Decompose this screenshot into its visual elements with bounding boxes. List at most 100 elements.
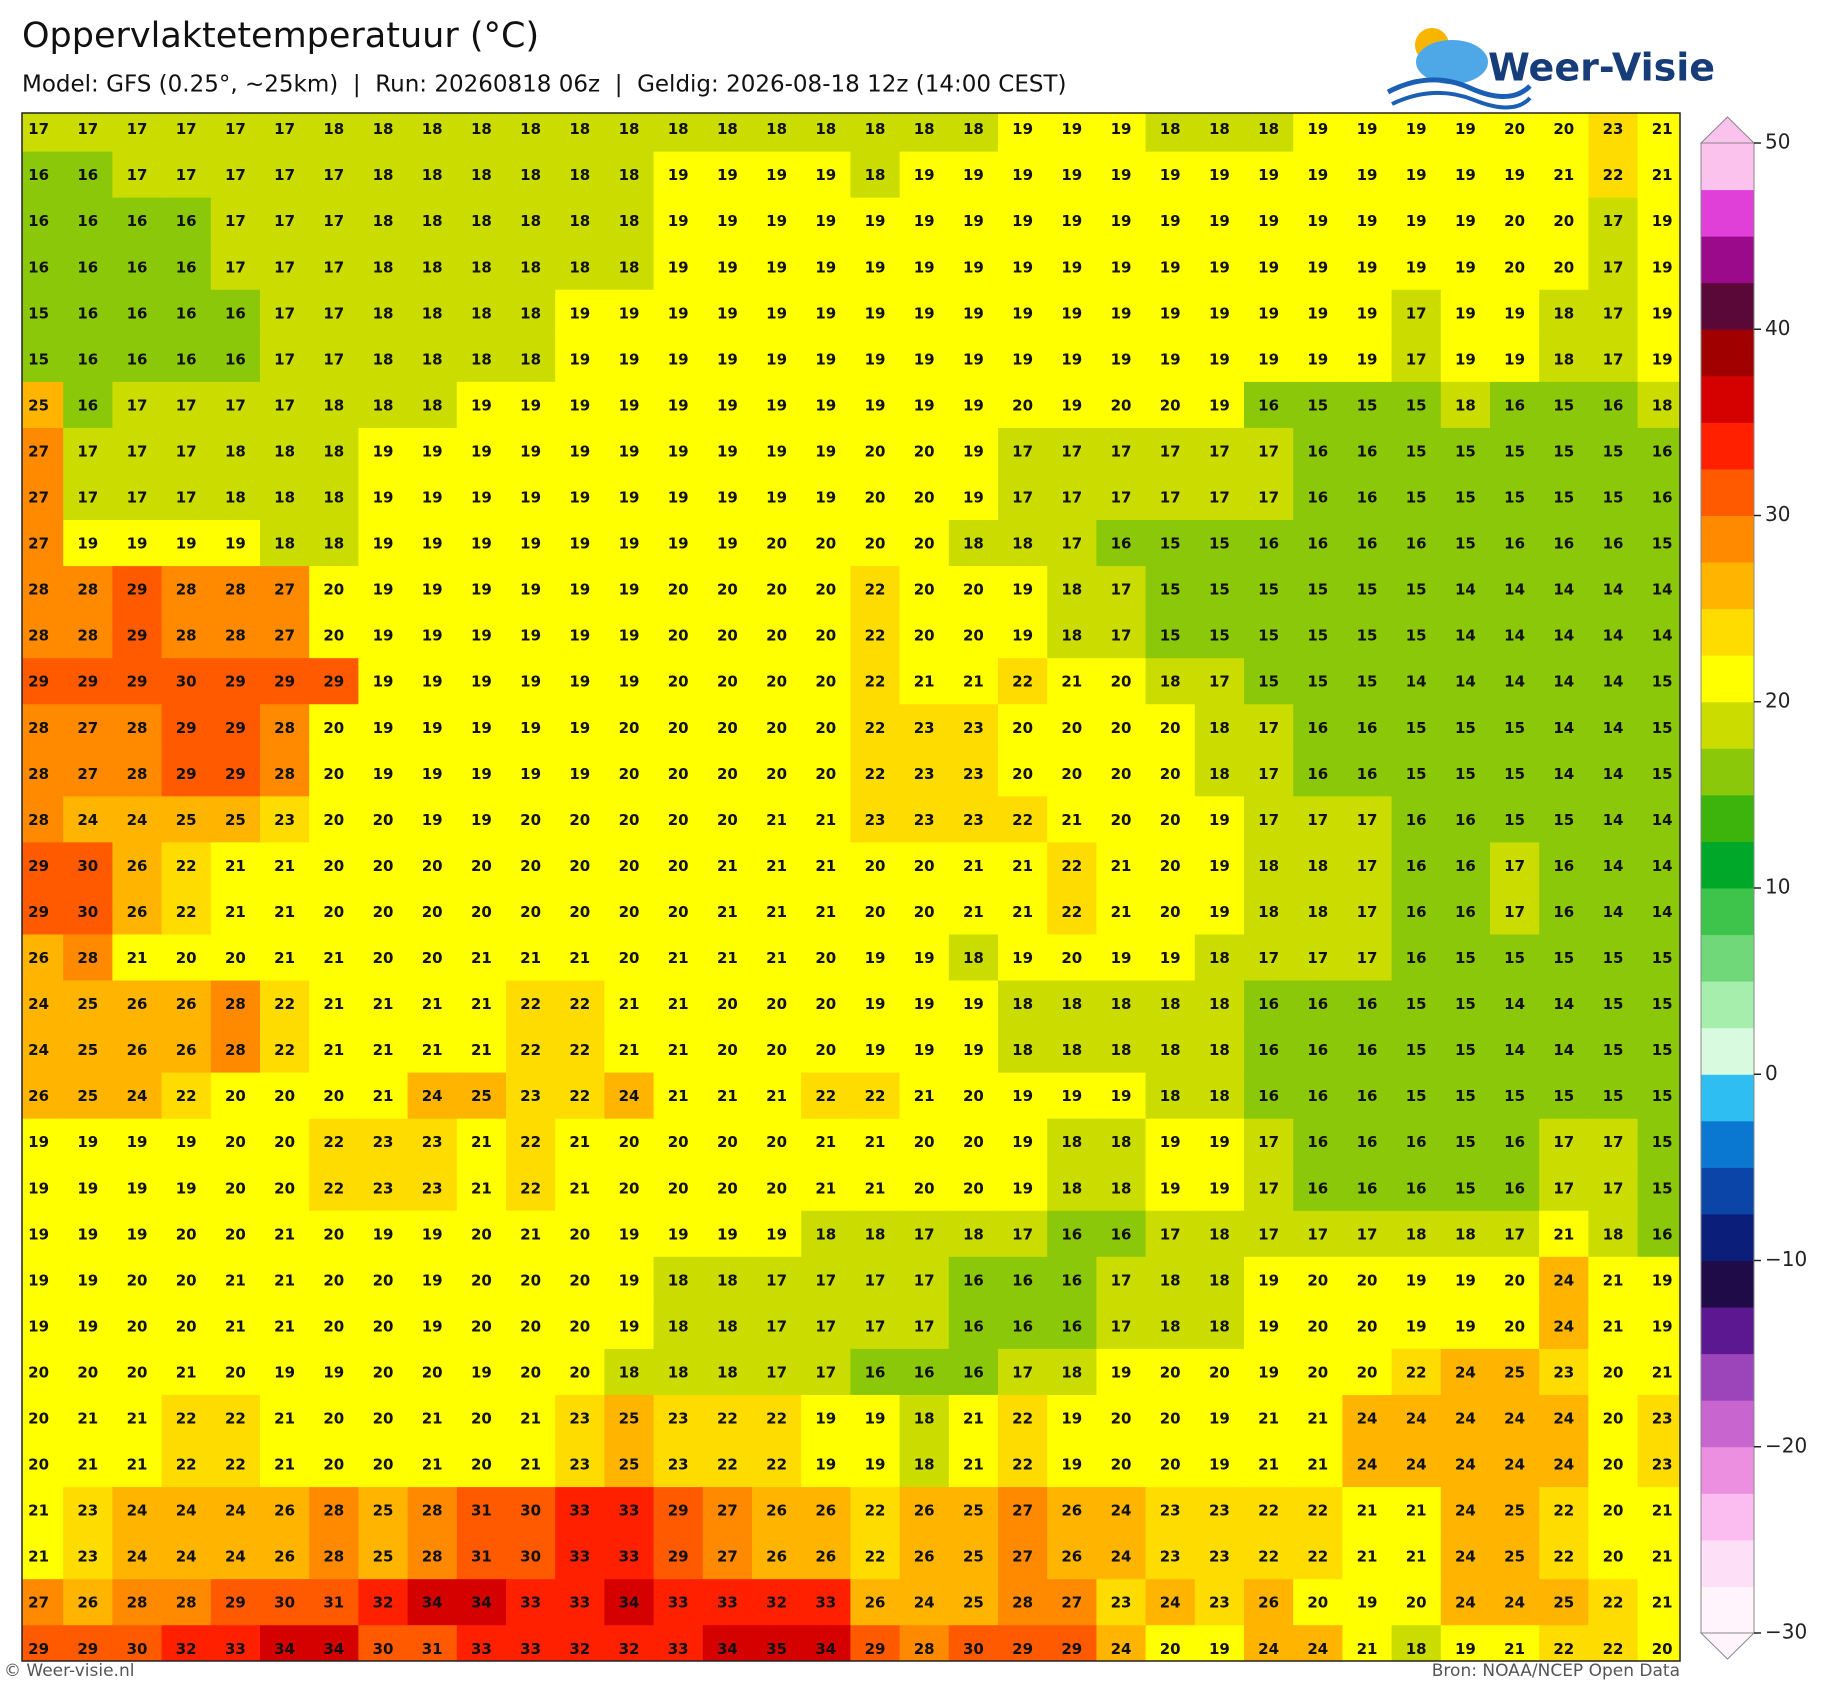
temperature-label: 22	[176, 857, 197, 875]
temperature-cell	[653, 289, 704, 337]
temperature-label: 24	[1307, 1640, 1328, 1658]
temperature-label: 25	[77, 995, 98, 1013]
temperature-label: 18	[1307, 857, 1328, 875]
temperature-cell	[1391, 427, 1442, 475]
temperature-label: 18	[1160, 673, 1181, 691]
temperature-cell	[260, 1579, 310, 1626]
temperature-label: 22	[766, 1410, 787, 1428]
temperature-cell	[161, 113, 212, 153]
temperature-label: 21	[373, 1041, 394, 1059]
temperature-label: 24	[1357, 1410, 1378, 1428]
temperature-cell	[1539, 113, 1589, 153]
temperature-label: 22	[1012, 673, 1033, 691]
temperature-label: 16	[1258, 1087, 1279, 1105]
temperature-label: 18	[1061, 627, 1082, 645]
temperature-cell	[998, 151, 1048, 199]
temperature-cell	[555, 704, 605, 751]
temperature-cell	[1244, 842, 1294, 890]
temperature-cell	[506, 1348, 556, 1396]
temperature-cell	[22, 1118, 64, 1166]
temperature-label: 18	[619, 212, 640, 230]
temperature-cell	[506, 1072, 556, 1120]
temperature-cell	[1194, 658, 1245, 705]
temperature-label: 20	[668, 627, 689, 645]
temperature-label: 23	[963, 719, 984, 737]
temperature-cell	[161, 335, 212, 383]
temperature-cell	[358, 888, 409, 936]
temperature-cell	[998, 980, 1048, 1028]
temperature-cell	[653, 197, 704, 245]
temperature-label: 18	[717, 120, 738, 138]
colorbar-bottom-cap	[1699, 1632, 1756, 1660]
colorbar-tick-label: −10	[1765, 1247, 1807, 1271]
temperature-cell	[407, 1533, 458, 1580]
temperature-label: 21	[520, 1456, 541, 1474]
temperature-cell	[752, 796, 802, 843]
temperature-label: 17	[1160, 1225, 1181, 1243]
temperature-cell	[752, 520, 802, 567]
temperature-label: 21	[815, 1133, 836, 1151]
temperature-label: 17	[77, 442, 98, 460]
temperature-cell	[456, 1625, 507, 1661]
temperature-cell	[22, 888, 64, 936]
temperature-label: 20	[914, 1133, 935, 1151]
colorbar-band	[1701, 1213, 1754, 1261]
temperature-cell	[1391, 1072, 1442, 1120]
temperature-cell	[63, 1210, 113, 1258]
temperature-cell	[850, 151, 901, 199]
temperature-label: 33	[717, 1594, 738, 1612]
temperature-cell	[899, 1394, 950, 1442]
temperature-cell	[555, 427, 605, 475]
temperature-cell	[1342, 381, 1393, 429]
temperature-cell	[210, 704, 261, 751]
temperature-label: 17	[1258, 442, 1279, 460]
temperature-label: 30	[77, 857, 98, 875]
temperature-label: 20	[422, 903, 443, 921]
temperature-cell	[801, 243, 851, 291]
temperature-cell	[1047, 1118, 1097, 1166]
temperature-label: 19	[619, 627, 640, 645]
temperature-label: 19	[471, 627, 492, 645]
temperature-label: 19	[914, 304, 935, 322]
temperature-cell	[210, 750, 261, 797]
temperature-label: 34	[274, 1640, 295, 1658]
temperature-label: 18	[1209, 120, 1230, 138]
temperature-label: 16	[1455, 811, 1476, 829]
temperature-cell	[1096, 243, 1147, 291]
temperature-cell	[899, 566, 950, 613]
temperature-cell	[1244, 1164, 1294, 1212]
temperature-cell	[506, 427, 556, 475]
temperature-cell	[899, 612, 950, 659]
temperature-label: 24	[127, 1087, 148, 1105]
temperature-label: 20	[1111, 1456, 1132, 1474]
temperature-label: 16	[1406, 535, 1427, 553]
temperature-label: 21	[963, 857, 984, 875]
temperature-cell	[555, 1487, 605, 1534]
temperature-label: 19	[471, 396, 492, 414]
temperature-cell	[1637, 566, 1680, 613]
temperature-cell	[210, 335, 261, 383]
temperature-cell	[752, 1394, 802, 1442]
temperature-cell	[309, 473, 359, 521]
temperature-cell	[1342, 1579, 1393, 1626]
temperature-label: 25	[619, 1456, 640, 1474]
temperature-cell	[1440, 1533, 1491, 1580]
temperature-cell	[1145, 243, 1196, 291]
temperature-cell	[506, 612, 556, 659]
temperature-label: 14	[1406, 673, 1427, 691]
temperature-cell	[653, 796, 704, 843]
temperature-cell	[63, 1164, 113, 1212]
temperature-cell	[112, 658, 163, 705]
temperature-cell	[456, 934, 507, 982]
temperature-label: 20	[619, 765, 640, 783]
temperature-cell	[260, 658, 310, 705]
temperature-label: 22	[1258, 1502, 1279, 1520]
temperature-cell	[653, 1026, 704, 1074]
temperature-cell	[63, 796, 113, 843]
temperature-cell	[1637, 381, 1680, 429]
temperature-label: 33	[668, 1640, 689, 1658]
temperature-label: 32	[176, 1640, 197, 1658]
temperature-label: 17	[1553, 1133, 1574, 1151]
temperature-label: 20	[914, 1179, 935, 1197]
temperature-label: 28	[225, 627, 246, 645]
